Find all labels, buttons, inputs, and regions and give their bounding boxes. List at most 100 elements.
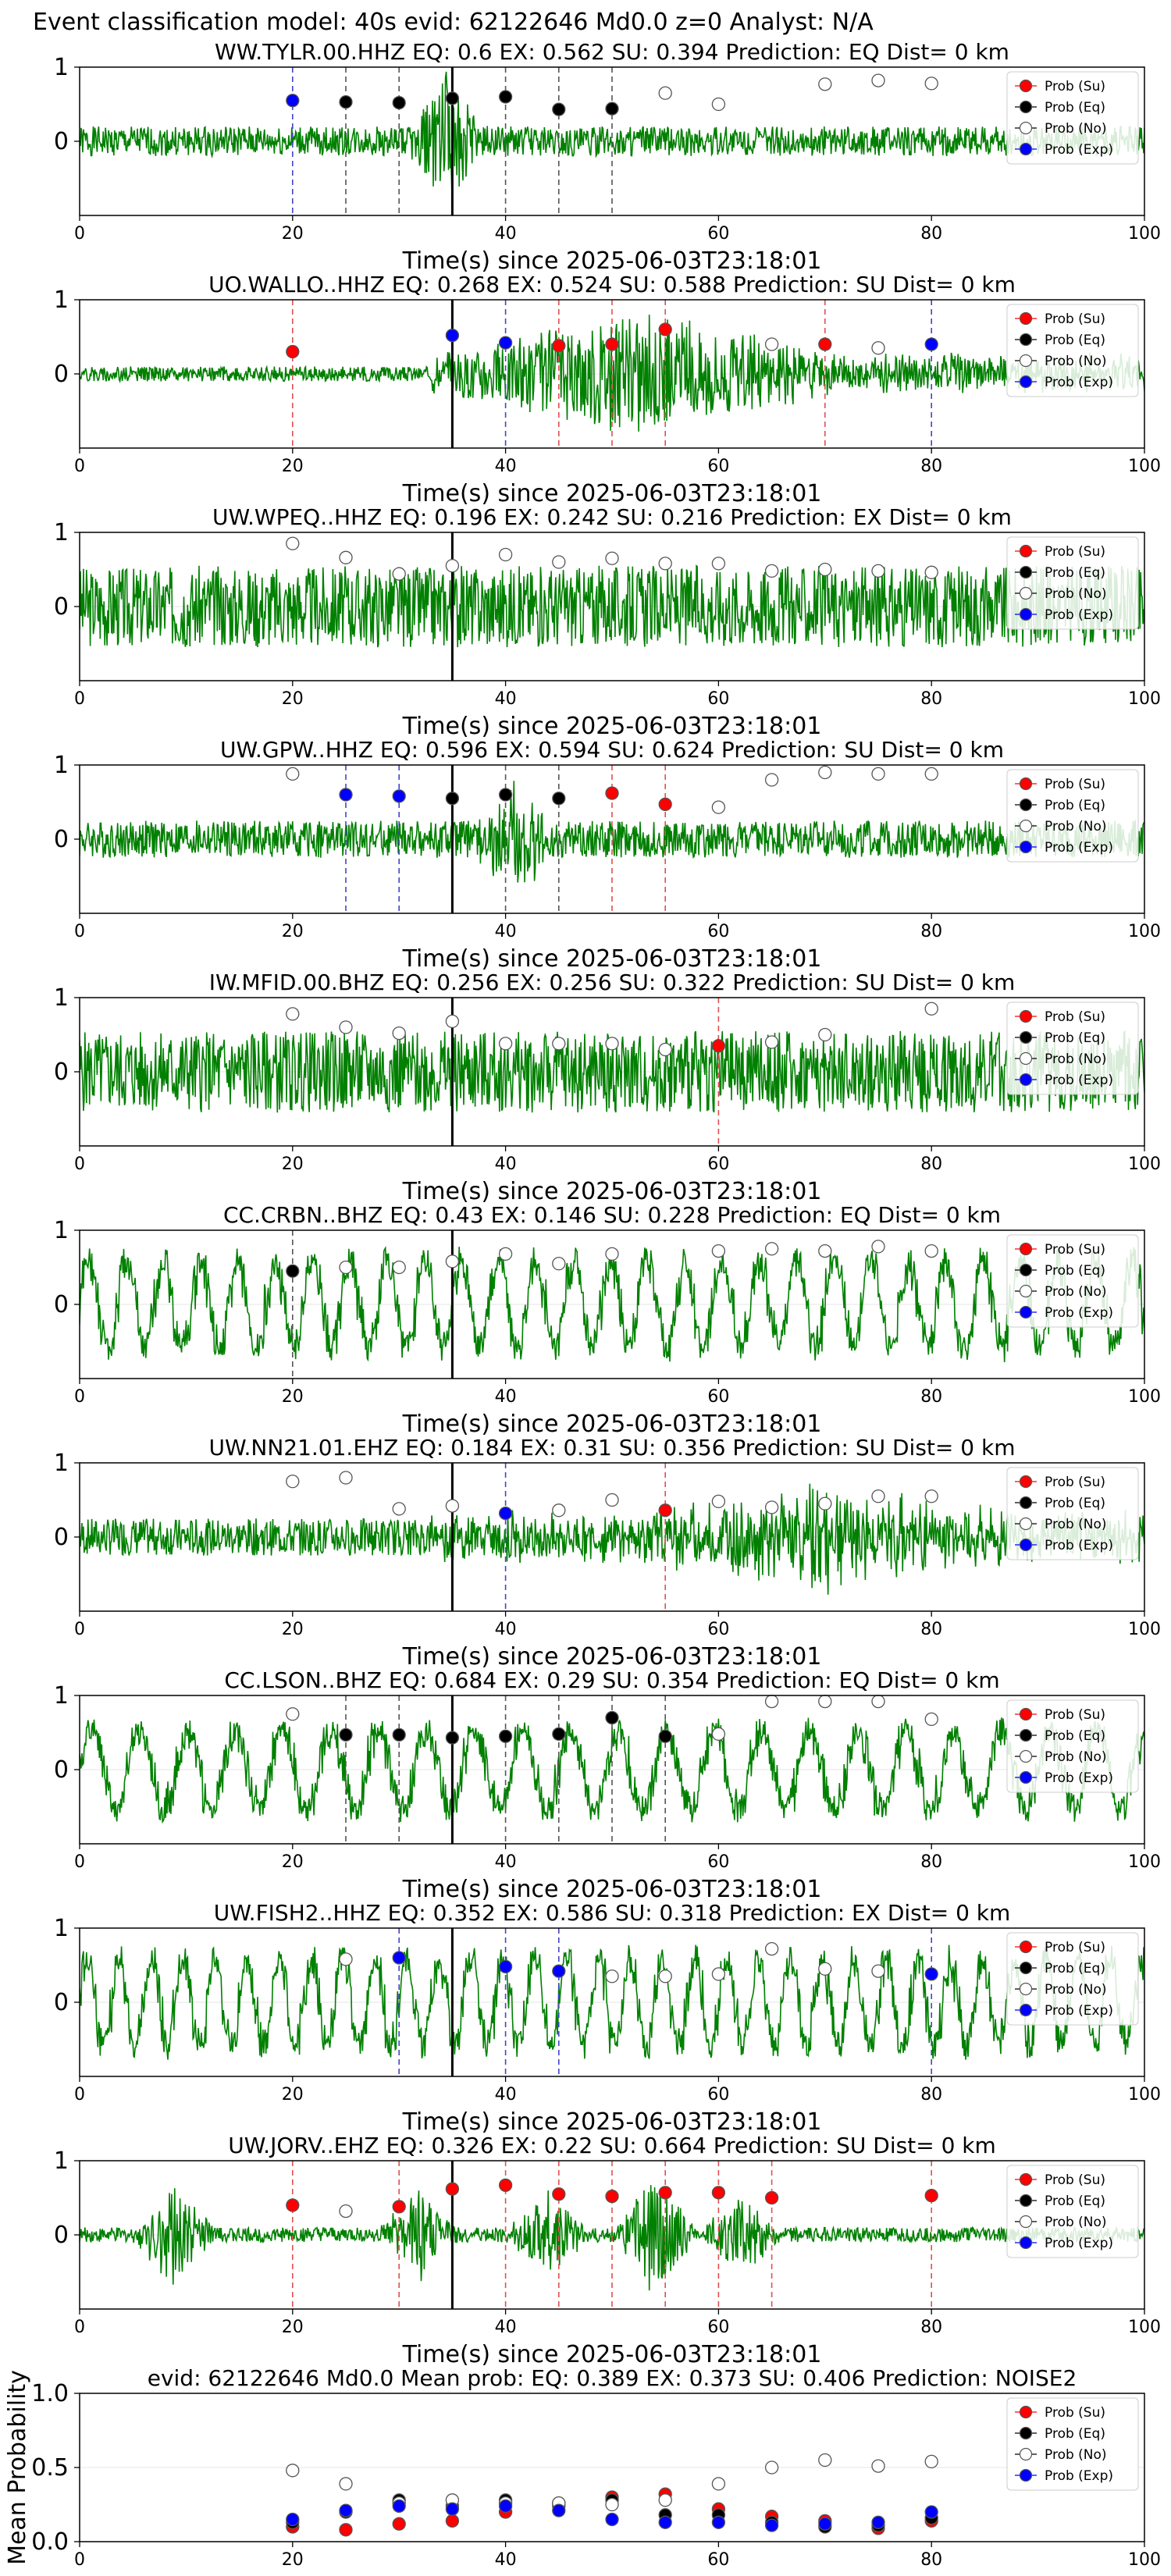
prob-point-no — [871, 341, 885, 355]
x-tick-label: 60 — [707, 1852, 729, 1872]
legend-label: Prob (No) — [1045, 354, 1107, 369]
waveform-trace — [80, 1246, 1144, 1363]
legend-marker-exp — [1019, 2468, 1033, 2482]
panel-title: IW.MFID.00.BHZ EQ: 0.256 EX: 0.256 SU: 0… — [209, 970, 1016, 995]
prob-point-eq — [445, 1731, 460, 1745]
legend-label: Prob (Su) — [1045, 1475, 1105, 1490]
legend-label: Prob (Eq) — [1045, 1030, 1105, 1046]
prob-point-su — [764, 2190, 779, 2205]
mean-point-no — [658, 2493, 672, 2507]
legend-marker-su — [1019, 1707, 1033, 1721]
prob-point-exp — [498, 1506, 513, 1521]
prob-point-su — [924, 2188, 938, 2203]
prob-point-no — [552, 555, 566, 569]
x-tick-label: 0 — [74, 2085, 85, 2105]
legend-label: Prob (Su) — [1045, 1940, 1105, 1955]
prob-point-no — [392, 567, 406, 581]
panels: WW.TYLR.00.HHZ EQ: 0.6 EX: 0.562 SU: 0.3… — [4, 39, 1161, 2570]
prob-point-su — [658, 322, 672, 336]
prob-point-exp — [392, 789, 406, 803]
x-tick-label: 60 — [707, 224, 729, 244]
legend-label: Prob (Exp) — [1045, 1770, 1113, 1786]
x-tick-label: 0 — [74, 1620, 85, 1639]
panel-title: UW.NN21.01.EHZ EQ: 0.184 EX: 0.31 SU: 0.… — [209, 1435, 1016, 1461]
y-tick-label: 1 — [54, 54, 69, 81]
prob-point-eq — [445, 91, 460, 105]
legend-marker-eq — [1019, 2426, 1033, 2440]
x-tick-label: 80 — [920, 1620, 942, 1639]
prob-point-no — [711, 1244, 726, 1258]
prob-point-no — [339, 1260, 353, 1275]
legend-box — [1006, 536, 1139, 630]
x-tick-label: 80 — [920, 1155, 942, 1174]
x-tick-label: 100 — [1128, 2550, 1161, 2570]
x-tick-label: 80 — [920, 2318, 942, 2337]
legend-marker-exp — [1019, 142, 1033, 156]
legend-box — [1006, 1234, 1139, 1328]
prob-point-no — [605, 1247, 619, 1261]
legend-marker-no — [1019, 1982, 1033, 1996]
prob-point-eq — [552, 1727, 566, 1742]
prob-point-no — [339, 550, 353, 564]
x-tick-label: 0 — [74, 457, 85, 476]
mean-point-no — [711, 2477, 726, 2491]
y-tick-label: 1 — [54, 1682, 69, 1710]
legend-box — [1006, 71, 1139, 165]
x-tick-label: 100 — [1128, 1155, 1161, 1174]
legend-marker-eq — [1019, 1728, 1033, 1742]
panel-6: CC.CRBN..BHZ EQ: 0.43 EX: 0.146 SU: 0.22… — [54, 1202, 1161, 1438]
legend-marker-no — [1019, 586, 1033, 600]
legend-marker-eq — [1019, 798, 1033, 812]
legend-box — [1006, 769, 1139, 863]
waveform-trace — [80, 1483, 1144, 1595]
legend-marker-su — [1019, 1940, 1033, 1954]
x-tick-label: 40 — [495, 457, 517, 476]
prob-point-su — [445, 2182, 460, 2196]
y-tick-label: 0 — [54, 1059, 69, 1086]
legend-label: Prob (Su) — [1045, 1009, 1105, 1025]
prob-point-no — [392, 1026, 406, 1041]
x-tick-label: 80 — [920, 1852, 942, 1872]
prob-point-no — [924, 565, 938, 579]
prob-point-no — [924, 1002, 938, 1016]
prob-point-no — [871, 564, 885, 578]
prob-point-no — [339, 1020, 353, 1034]
legend: Prob (Su) Prob (Eq) Prob (No) Prob (Exp) — [1006, 769, 1139, 863]
x-tick-label: 100 — [1128, 2085, 1161, 2105]
x-tick-label: 40 — [495, 1155, 517, 1174]
prob-point-su — [605, 786, 619, 800]
prob-point-su — [605, 337, 619, 351]
y-tick-label: 1 — [54, 1450, 69, 1477]
prob-point-no — [871, 1240, 885, 1254]
legend-label: Prob (Su) — [1045, 777, 1105, 792]
x-tick-label: 100 — [1128, 1387, 1161, 1407]
prob-point-no — [658, 86, 672, 100]
x-tick-label: 40 — [495, 1852, 517, 1872]
legend: Prob (Su) Prob (Eq) Prob (No) Prob (Exp) — [1006, 1002, 1139, 1095]
legend-marker-no — [1019, 354, 1033, 368]
x-tick-label: 40 — [495, 689, 517, 709]
prob-point-no — [871, 73, 885, 87]
prob-point-su — [658, 797, 672, 811]
mean-point-no — [764, 2460, 779, 2475]
prob-point-no — [924, 76, 938, 91]
prob-point-no — [392, 1260, 406, 1275]
legend-marker-exp — [1019, 1538, 1033, 1552]
legend: Prob (Su) Prob (Eq) Prob (No) Prob (Exp) — [1006, 304, 1139, 397]
mean-point-su — [445, 2514, 460, 2528]
legend-marker-no — [1019, 819, 1033, 833]
y-tick-label: 0 — [54, 1291, 69, 1318]
y-tick-label: 0 — [54, 826, 69, 853]
legend-marker-su — [1019, 1475, 1033, 1489]
x-tick-label: 80 — [920, 922, 942, 941]
x-tick-label: 0 — [74, 1155, 85, 1174]
legend-label: Prob (Eq) — [1045, 798, 1105, 813]
x-tick-label: 20 — [282, 1155, 304, 1174]
mean-point-exp — [871, 2515, 885, 2529]
y-tick-label: 0 — [54, 1756, 69, 1784]
prob-point-su — [552, 2187, 566, 2201]
legend-marker-no — [1019, 1749, 1033, 1763]
x-tick-label: 80 — [920, 1387, 942, 1407]
y-tick-label: 0.0 — [31, 2528, 69, 2556]
legend: Prob (Su) Prob (Eq) Prob (No) Prob (Exp) — [1006, 1467, 1139, 1560]
